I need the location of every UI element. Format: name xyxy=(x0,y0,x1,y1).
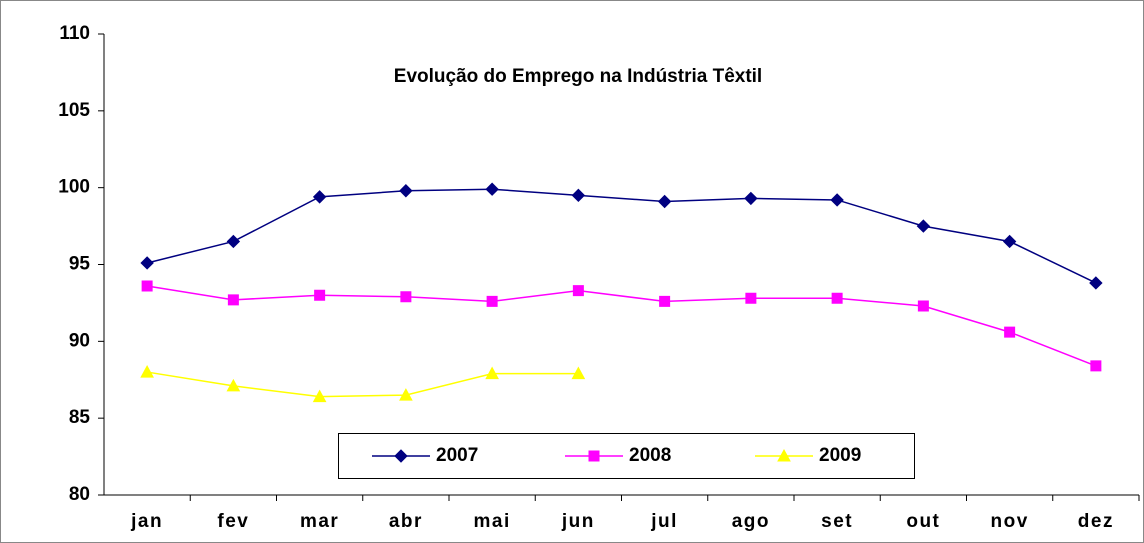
marker xyxy=(1090,360,1102,372)
marker xyxy=(226,378,241,392)
marker xyxy=(659,295,671,307)
marker xyxy=(140,256,154,270)
marker xyxy=(1004,326,1016,338)
series-line xyxy=(147,285,1097,367)
y-tick-label: 80 xyxy=(69,484,90,505)
legend-label: 2007 xyxy=(436,445,478,466)
y-tick-label: 105 xyxy=(58,100,90,121)
x-tick-label: jul xyxy=(650,511,678,532)
marker xyxy=(657,194,672,209)
marker xyxy=(226,234,241,249)
marker xyxy=(312,190,327,204)
legend-label: 2009 xyxy=(819,445,861,466)
marker xyxy=(399,388,413,401)
legend-box xyxy=(338,433,915,479)
marker xyxy=(916,219,931,233)
marker xyxy=(571,188,586,203)
x-tick-label: ago xyxy=(732,511,770,532)
marker xyxy=(141,280,153,292)
y-tick-label: 95 xyxy=(69,254,91,275)
series-line xyxy=(147,371,579,398)
marker xyxy=(571,366,586,380)
marker xyxy=(1089,276,1103,290)
y-tick-label: 90 xyxy=(69,330,90,351)
marker xyxy=(745,292,757,304)
x-tick-label: set xyxy=(821,511,853,532)
series xyxy=(140,182,1103,290)
marker xyxy=(312,389,327,403)
marker xyxy=(400,291,412,303)
marker xyxy=(227,294,239,306)
series xyxy=(141,280,1102,372)
y-tick-label: 100 xyxy=(58,177,90,198)
x-tick-label: jan xyxy=(130,511,163,532)
marker xyxy=(744,191,758,206)
legend: 2007 2008 2009 xyxy=(338,433,915,479)
marker xyxy=(831,292,843,304)
x-tick-label: mai xyxy=(474,511,511,532)
x-tick-label: jun xyxy=(561,511,595,532)
marker xyxy=(140,365,154,378)
x-tick-label: dez xyxy=(1078,511,1114,532)
marker xyxy=(777,448,791,462)
x-tick-label: nov xyxy=(990,511,1028,532)
x-tick-label: mar xyxy=(300,511,339,532)
x-tick-label: abr xyxy=(389,511,423,532)
chart-title: Evolução do Emprego na Indústria Têxtil xyxy=(394,66,762,87)
marker xyxy=(314,289,326,301)
marker xyxy=(1002,234,1017,249)
y-tick-label: 85 xyxy=(69,407,91,428)
y-tick-label: 110 xyxy=(59,23,90,44)
marker xyxy=(486,295,498,307)
marker xyxy=(394,449,408,463)
marker xyxy=(399,184,413,198)
series-line xyxy=(146,188,1097,284)
marker xyxy=(572,285,584,297)
marker xyxy=(485,182,499,196)
series xyxy=(140,365,586,403)
x-tick-label: fev xyxy=(217,511,249,532)
marker xyxy=(485,366,499,380)
marker xyxy=(830,193,844,207)
marker xyxy=(917,300,929,312)
x-tick-label: out xyxy=(906,511,940,532)
legend-label: 2008 xyxy=(629,445,671,466)
marker xyxy=(588,450,600,462)
